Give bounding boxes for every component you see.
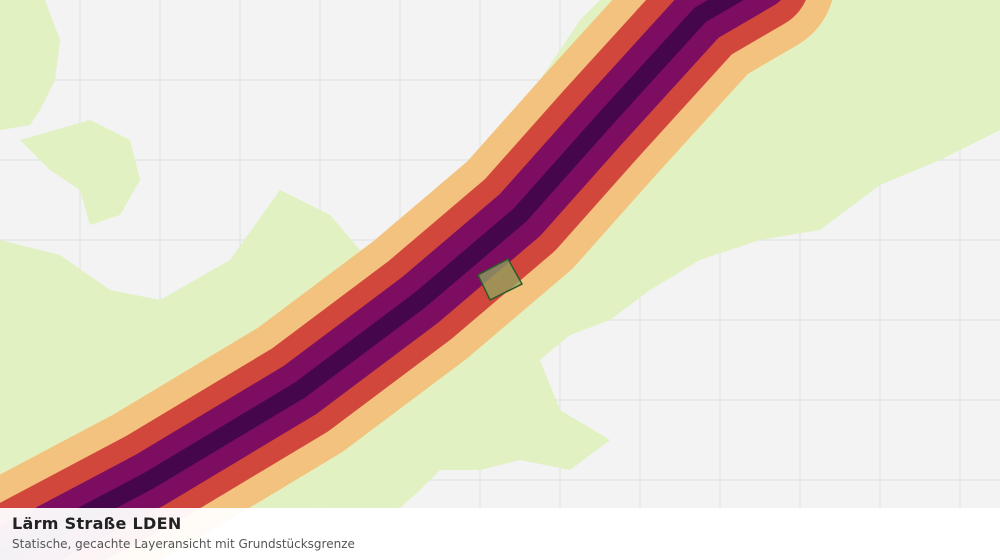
layer-title: Lärm Straße LDEN [12, 514, 182, 533]
caption-panel: Lärm Straße LDEN Statische, gecachte Lay… [0, 508, 1000, 560]
parcel-boundary [477, 257, 524, 302]
noise-band-70 [0, 0, 744, 560]
noise-bands [0, 0, 833, 560]
layer-subtitle: Statische, gecachte Layeransicht mit Gru… [12, 537, 355, 551]
